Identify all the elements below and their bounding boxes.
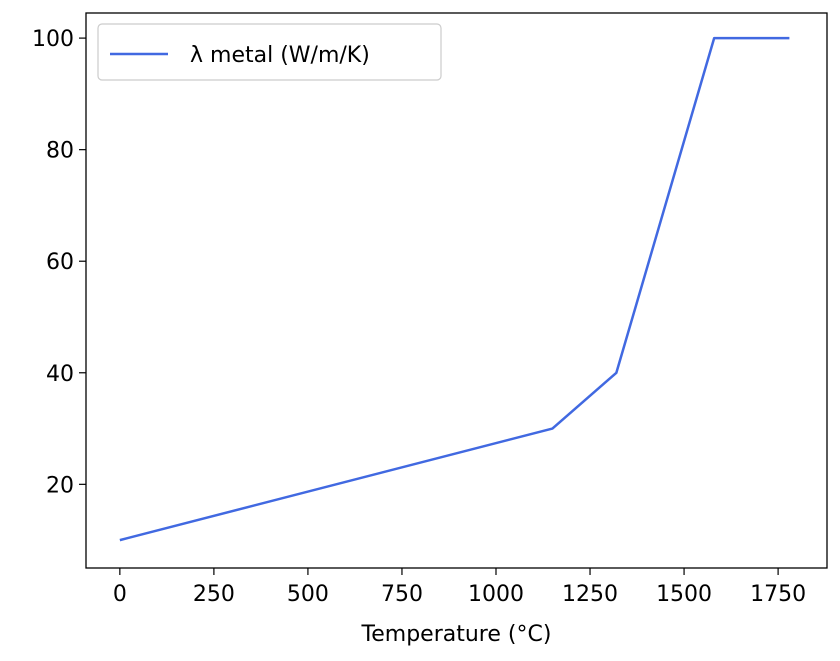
x-tick-label: 1000 [468,582,524,607]
x-axis-ticks: 0 250 500 750 1000 1250 1500 1750 [113,568,806,607]
x-tick-label: 1250 [562,582,618,607]
y-tick-label: 20 [46,473,74,498]
legend-entry-label: λ metal (W/m/K) [190,43,370,68]
y-tick-label: 80 [46,139,74,164]
x-tick-label: 250 [193,582,235,607]
x-tick-label: 500 [287,582,329,607]
x-tick-label: 0 [113,582,127,607]
y-axis-ticks: 20 40 60 80 100 [32,27,86,498]
x-tick-label: 1500 [656,582,712,607]
series-line [119,36,790,542]
y-tick-label: 100 [32,27,74,52]
y-tick-label: 60 [46,250,74,275]
y-tick-label: 40 [46,362,74,387]
legend-box [97,23,442,81]
series-layer [119,36,790,542]
legend: λ metal (W/m/K) [97,23,442,81]
x-tick-label: 1750 [750,582,806,607]
plot-frame [85,12,828,569]
x-axis-label: Temperature (°C) [361,622,552,647]
x-tick-label: 750 [381,582,423,607]
